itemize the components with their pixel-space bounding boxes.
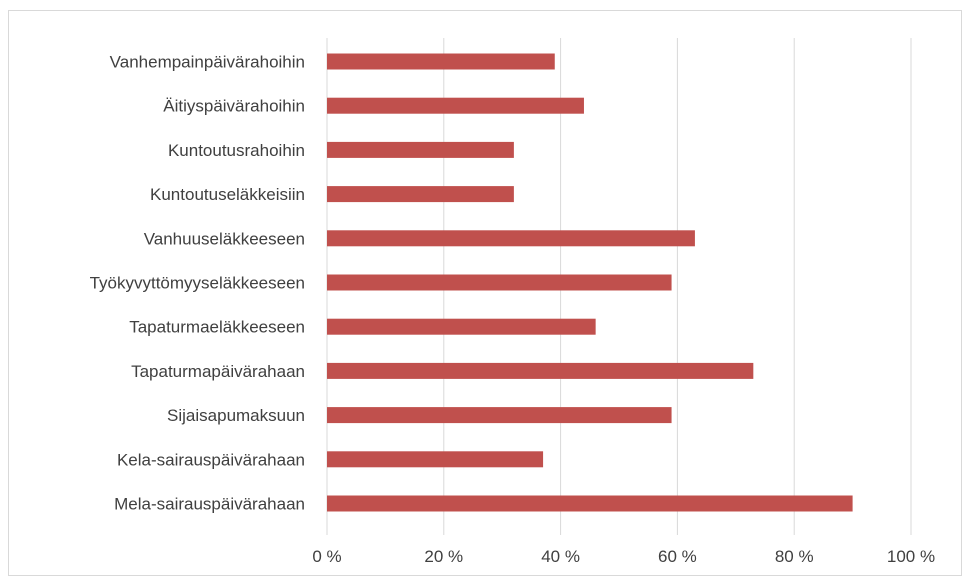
bar (327, 230, 695, 247)
x-axis-tick-labels: 0 % 20 % 40 % 60 % 80 % 100 % (312, 547, 935, 566)
category-label: Vanhuuseläkkeeseen (144, 229, 305, 248)
x-tick-label: 100 % (887, 547, 935, 566)
category-label: Sijaisapumaksuun (167, 406, 305, 425)
category-label: Mela-sairauspäivärahaan (114, 495, 305, 514)
x-tick-label: 60 % (658, 547, 697, 566)
category-label: Tapaturmapäivärahaan (131, 362, 305, 381)
category-label: Kuntoutuseläkkeisiin (150, 185, 305, 204)
category-label: Äitiyspäivärahoihin (163, 97, 305, 116)
bar (327, 186, 514, 203)
category-label: Kuntoutusrahoihin (168, 141, 305, 160)
category-label: Tapaturmaeläkkeeseen (129, 318, 305, 337)
bar (327, 141, 514, 158)
x-tick-label: 20 % (424, 547, 463, 566)
bar (327, 495, 853, 512)
bar (327, 362, 754, 379)
category-label: Vanhempainpäivärahoihin (110, 53, 305, 72)
bar (327, 451, 544, 468)
x-tick-label: 0 % (312, 547, 341, 566)
category-label: Kela-sairauspäivärahaan (117, 450, 305, 469)
bars (327, 53, 853, 512)
category-label: Työkyvyttömyyseläkkeeseen (90, 274, 305, 293)
bar (327, 274, 672, 291)
bar (327, 407, 672, 424)
category-labels: Vanhempainpäivärahoihin Äitiyspäivärahoih… (90, 53, 305, 514)
bar (327, 318, 596, 335)
bar (327, 97, 584, 114)
x-tick-label: 40 % (541, 547, 580, 566)
x-tick-label: 80 % (775, 547, 814, 566)
bar (327, 53, 555, 70)
